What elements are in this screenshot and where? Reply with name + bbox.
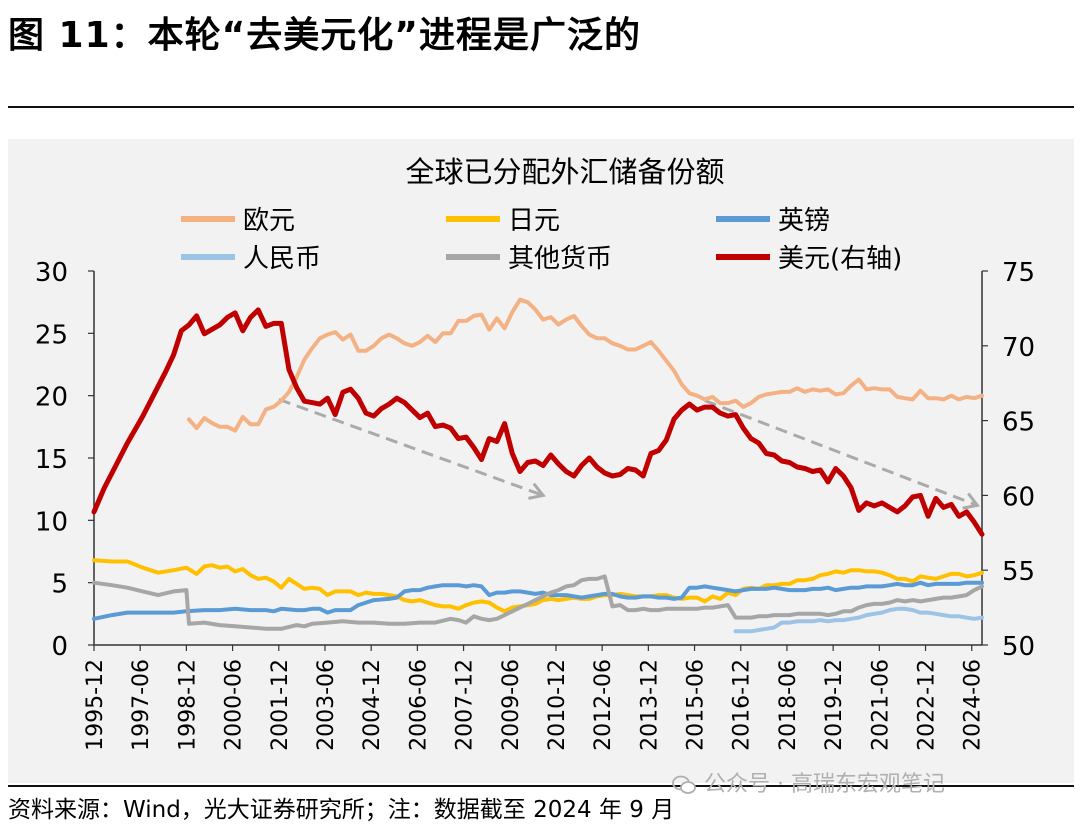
x-tick-label: 2018-06 bbox=[776, 659, 801, 751]
legend-label-usd: 美元(右轴) bbox=[778, 244, 902, 274]
y-tick-label-left: 10 bbox=[35, 507, 68, 537]
y-tick-label-right: 50 bbox=[1002, 632, 1035, 662]
legend-label-rmb: 人民币 bbox=[243, 244, 321, 274]
y-tick-label-right: 60 bbox=[1002, 482, 1035, 512]
y-tick-label-left: 5 bbox=[51, 570, 68, 600]
x-tick-label: 2022-12 bbox=[915, 659, 940, 751]
annotations bbox=[278, 397, 981, 510]
x-tick-label: 2003-06 bbox=[314, 659, 339, 751]
watermark: 公众号 · 高瑞东宏观笔记 bbox=[672, 766, 945, 798]
series-line-pound bbox=[92, 580, 984, 621]
y-tick-label-right: 70 bbox=[1002, 333, 1035, 363]
bottom-rule bbox=[8, 785, 1074, 787]
series-line-rmb bbox=[733, 606, 984, 634]
x-tick-label: 1995-12 bbox=[83, 659, 108, 751]
legend-label-pound: 英镑 bbox=[778, 206, 830, 236]
y-tick-label-right: 65 bbox=[1002, 408, 1035, 438]
source-note: 资料来源：Wind，光大证券研究所；注：数据截至 2024 年 9 月 bbox=[8, 797, 675, 823]
x-tick-label: 2012-06 bbox=[591, 659, 616, 751]
y-tick-label-left: 20 bbox=[35, 383, 68, 413]
x-tick-label: 2007-12 bbox=[453, 659, 478, 751]
chart-title: 全球已分配外汇储备份额 bbox=[405, 155, 724, 189]
axes: 0 5 10 15 20 25 30 50 55 60 65 70 75 1995-12 1997-06 19… bbox=[35, 258, 1035, 751]
x-tick-label: 2001-12 bbox=[268, 659, 293, 751]
y-tick-label-right: 55 bbox=[1002, 557, 1035, 587]
x-tick-label: 1997-06 bbox=[129, 659, 154, 751]
legend-label-euro: 欧元 bbox=[243, 206, 295, 236]
x-tick-label: 2004-12 bbox=[360, 659, 385, 751]
x-tick-label: 2009-06 bbox=[499, 659, 524, 751]
x-tick-label: 2013-12 bbox=[637, 659, 662, 751]
series-group bbox=[91, 297, 985, 634]
trend-arrow-line bbox=[278, 397, 544, 497]
y-tick-label-left: 30 bbox=[35, 258, 68, 288]
y-tick-label-left: 0 bbox=[51, 632, 68, 662]
x-tick-label: 2000-06 bbox=[222, 659, 247, 751]
trend-arrow-head bbox=[528, 482, 546, 500]
x-tick-label: 1998-12 bbox=[175, 659, 200, 751]
x-tick-label: 2024-06 bbox=[961, 659, 986, 751]
y-tick-label-left: 15 bbox=[35, 445, 68, 475]
series-line-usd bbox=[91, 307, 985, 537]
y-tick-label-right: 75 bbox=[1002, 258, 1035, 288]
trend-arrow-line bbox=[704, 399, 978, 507]
y-tick-label-left: 25 bbox=[35, 320, 68, 350]
legend-label-yen: 日元 bbox=[508, 206, 560, 236]
figure-title: 图 11：本轮“去美元化”进程是广泛的 bbox=[8, 15, 641, 56]
x-tick-label: 2016-12 bbox=[730, 659, 755, 751]
series-line-yen bbox=[92, 558, 984, 614]
wechat-icon bbox=[672, 775, 696, 794]
x-tick-label: 2006-06 bbox=[406, 659, 431, 751]
legend-label-other: 其他货币 bbox=[508, 244, 612, 274]
trend-arrow-head bbox=[962, 492, 981, 510]
chart-panel: 全球已分配外汇储备份额 欧元 日元 英镑人民币 其他货币 美元(右轴) 0 5 10 15 20… bbox=[8, 139, 1074, 783]
x-tick-label: 2010-12 bbox=[545, 659, 570, 751]
x-tick-label: 2015-06 bbox=[684, 659, 709, 751]
series-line-euro bbox=[187, 297, 984, 433]
series-line-other bbox=[92, 574, 984, 631]
x-tick-label: 2019-12 bbox=[822, 659, 847, 751]
top-rule bbox=[8, 106, 1074, 108]
x-tick-label: 2021-06 bbox=[868, 659, 893, 751]
watermark-text: 公众号 · 高瑞东宏观笔记 bbox=[704, 772, 945, 797]
